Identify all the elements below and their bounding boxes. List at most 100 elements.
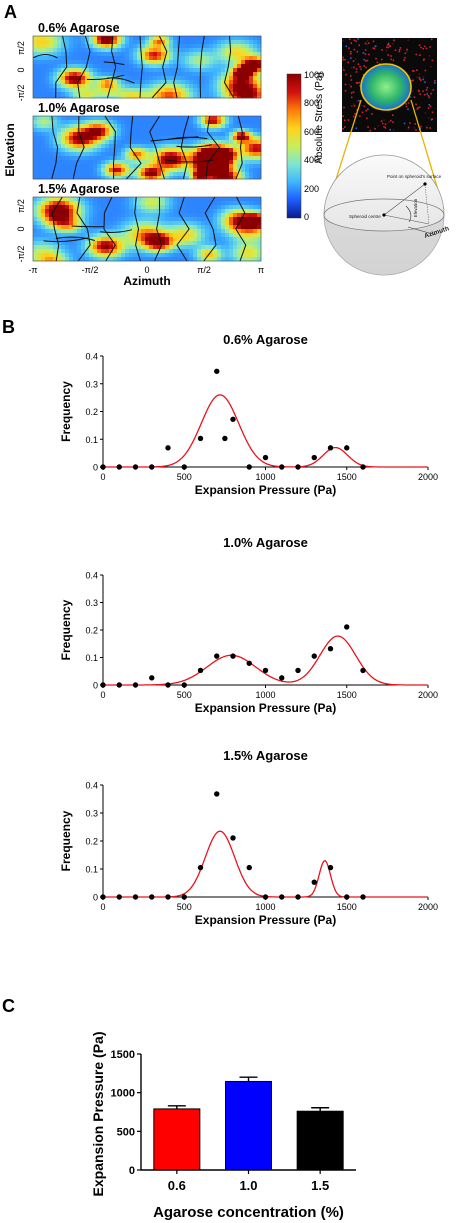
- data-point: [214, 368, 220, 374]
- data-point: [132, 894, 139, 900]
- fit-curve: [103, 635, 428, 686]
- x-tick-label: 1000: [255, 902, 275, 912]
- cbar-tick-1000: 1000: [304, 70, 324, 80]
- chart-title-1: 1.0% Agarose: [223, 535, 308, 550]
- data-point: [230, 835, 236, 841]
- data-point: [197, 864, 204, 871]
- map-xtick-3: π/2: [197, 265, 211, 275]
- data-point: [262, 894, 269, 900]
- data-point: [214, 653, 220, 659]
- y-tick-label: 0.1: [85, 865, 98, 875]
- colorbar-label: Absolute Stress (Pa): [314, 72, 325, 164]
- data-point: [311, 879, 317, 885]
- x-tick-label: 0: [100, 902, 105, 912]
- stress-maps: [32, 35, 262, 262]
- y-tick-label: 0.3: [85, 379, 98, 389]
- map-xlabel: Azimuth: [123, 274, 170, 288]
- data-point: [149, 675, 155, 681]
- data-point: [222, 435, 228, 442]
- data-point: [246, 660, 252, 666]
- cbar-tick-800: 800: [304, 98, 319, 108]
- data-point: [295, 464, 301, 470]
- map-x-ticks: -π -π/2 0 π/2 π: [28, 265, 264, 275]
- x-tick-label: 500: [177, 690, 192, 700]
- x-tick-label: 2000: [418, 902, 438, 912]
- data-point: [132, 464, 139, 470]
- map-title-0: 0.6% Agarose: [38, 21, 120, 35]
- x-tick-label: 0: [100, 472, 105, 482]
- map-xtick-2: 0: [144, 265, 149, 275]
- fit-curve: [103, 830, 428, 898]
- y-tick-label: 0.2: [85, 626, 98, 636]
- data-point: [116, 682, 122, 688]
- data-point: [214, 791, 220, 797]
- x-tick-label: 0.6: [168, 1178, 186, 1193]
- y-tick-label: 0.1: [85, 653, 98, 663]
- map2-ytick-mid: 0: [16, 226, 26, 231]
- y-axis-title: Frequency: [59, 599, 73, 660]
- data-point: [100, 894, 106, 900]
- map0-ytick-top: π/2: [16, 41, 26, 55]
- x-tick-label: 500: [177, 472, 192, 482]
- y-tick-label: 0: [129, 1165, 135, 1177]
- data-point: [360, 667, 366, 674]
- data-point: [165, 894, 171, 900]
- data-point: [246, 864, 252, 871]
- elevation-label: Elevation: [413, 198, 418, 217]
- y-tick-label: 1500: [111, 1049, 135, 1061]
- data-point: [165, 445, 171, 451]
- data-point: [149, 464, 155, 470]
- bar-0.6: [153, 1108, 201, 1171]
- bar-1.0: [225, 1080, 272, 1171]
- histogram-chart-0: 0.6% Agarose 0 0.1 0.2 0.3 0.4 0 500 1000 1500 200…: [59, 332, 438, 497]
- cbar-tick-200: 200: [304, 184, 319, 194]
- data-point: [116, 464, 122, 470]
- map-title-2: 1.5% Agarose: [38, 182, 120, 196]
- cbar-tick-0: 0: [304, 212, 309, 222]
- data-point: [262, 667, 269, 674]
- data-point: [295, 894, 301, 900]
- x-tick-label: 1500: [337, 902, 357, 912]
- bar-chart: 0 500 1000 1500 0.6 1.0 1.5 Agarose concentrati…: [90, 1032, 356, 1221]
- data-point: [100, 682, 106, 688]
- data-point: [181, 682, 187, 688]
- data-point: [360, 894, 366, 900]
- x-axis-title: Agarose concentration (%): [153, 1204, 344, 1221]
- cbar-tick-400: 400: [304, 155, 319, 165]
- data-point: [279, 464, 285, 470]
- y-tick-label: 0: [93, 463, 98, 473]
- data-point: [197, 667, 204, 674]
- x-tick-label: 1000: [255, 472, 275, 482]
- data-point: [181, 464, 187, 470]
- x-tick-label: 500: [177, 902, 192, 912]
- cbar-tick-600: 600: [304, 127, 319, 137]
- y-axis-title: Frequency: [59, 810, 73, 871]
- map-y-ticks: π/2 0 -π/2 π/2 0 -π/2: [16, 41, 26, 262]
- stress-map-1: [32, 115, 262, 180]
- data-point: [344, 445, 350, 451]
- chart-title-2: 1.5% Agarose: [223, 748, 308, 763]
- data-point: [246, 464, 252, 470]
- y-tick-label: 0.4: [85, 781, 98, 791]
- colorbar-ticks: 1000 800 600 400 200 0: [304, 70, 324, 222]
- fit-curve: [103, 394, 428, 468]
- y-axis-title: Frequency: [59, 381, 73, 442]
- x-tick-label: 1500: [337, 690, 357, 700]
- map2-ytick-top: π/2: [16, 199, 26, 213]
- data-point: [279, 675, 285, 681]
- data-point: [327, 864, 334, 871]
- data-point: [295, 667, 301, 674]
- histogram-chart-2: 1.5% Agarose 0 0.1 0.2 0.3 0.4 0 500 1000 1500 200…: [59, 748, 438, 927]
- data-point: [165, 682, 171, 688]
- y-tick-label: 0.2: [85, 837, 98, 847]
- y-tick-label: 1000: [111, 1088, 135, 1100]
- data-point: [360, 464, 366, 470]
- y-tick-label: 0.1: [85, 435, 98, 445]
- x-axis-title: Expansion Pressure (Pa): [195, 483, 336, 497]
- panel-a-label: A: [4, 2, 17, 22]
- data-point: [262, 454, 269, 461]
- charts: 0.6% Agarose 0 0.1 0.2 0.3 0.4 0 500 1000 1500 200…: [59, 332, 438, 1221]
- data-point: [279, 894, 285, 900]
- data-point: [230, 653, 236, 659]
